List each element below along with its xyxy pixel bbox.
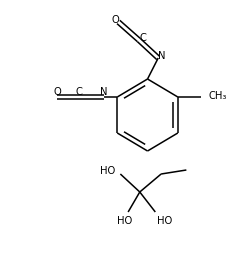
Text: O: O: [111, 15, 119, 25]
Text: C: C: [75, 87, 82, 97]
Text: HO: HO: [157, 216, 172, 226]
Text: N: N: [100, 87, 107, 97]
Text: HO: HO: [116, 216, 131, 226]
Text: C: C: [139, 33, 145, 43]
Text: N: N: [158, 51, 165, 61]
Text: O: O: [53, 87, 61, 97]
Text: CH₃: CH₃: [208, 91, 226, 101]
Text: HO: HO: [100, 166, 115, 176]
